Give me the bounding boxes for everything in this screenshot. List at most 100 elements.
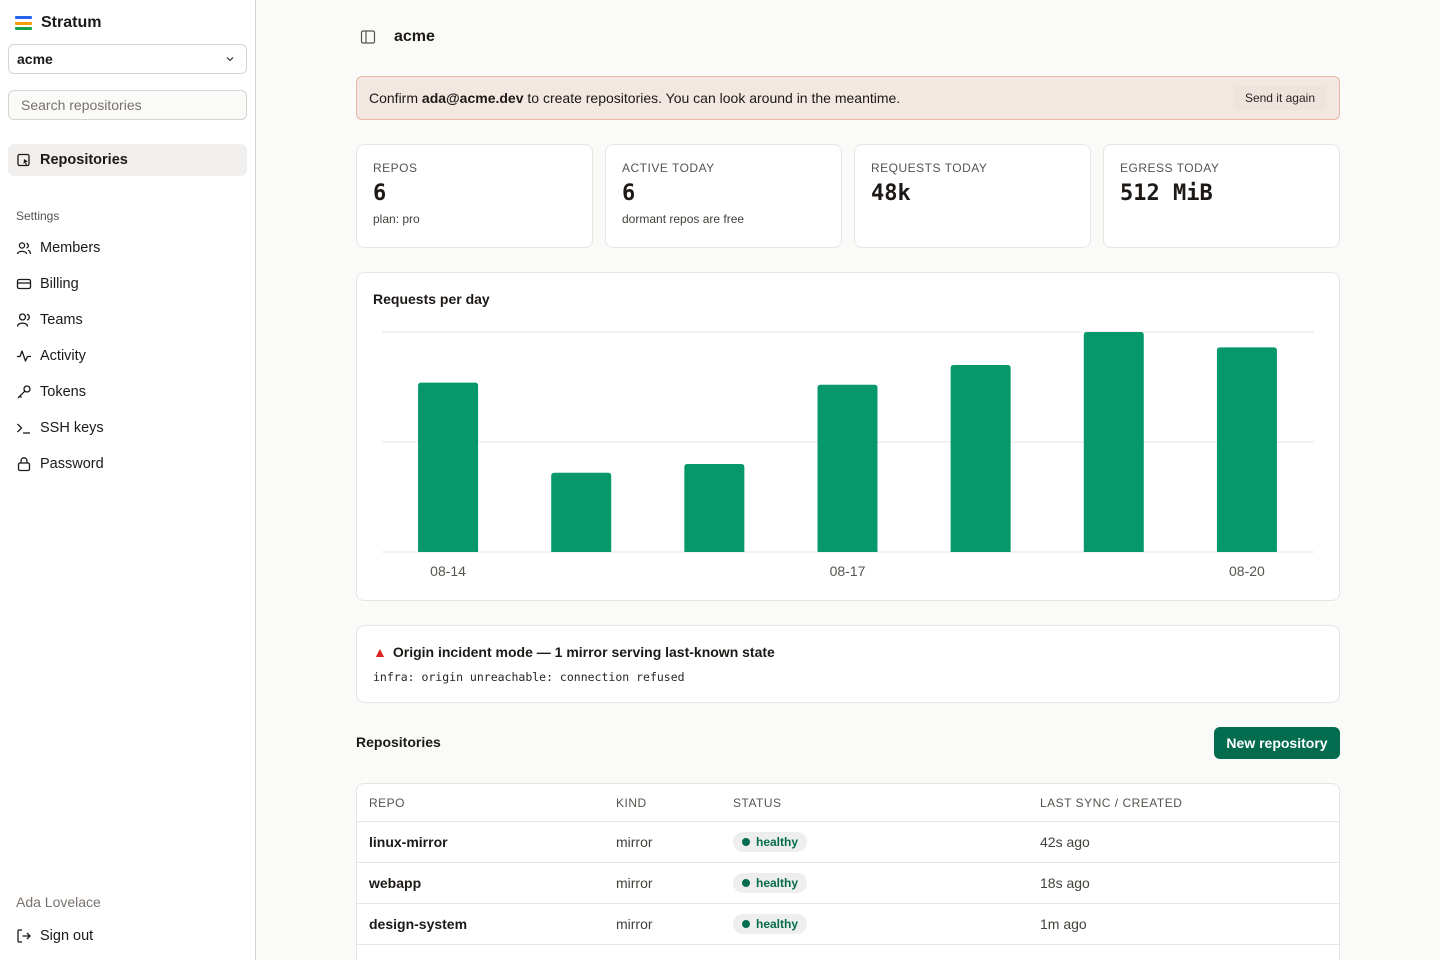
sign-out-button[interactable]: Sign out (8, 920, 247, 952)
topbar: acme (360, 28, 435, 46)
sign-out-icon (17, 929, 31, 943)
main-content: acme Confirm ada@acme.dev to create repo… (256, 0, 1440, 960)
chart-x-tick-label: 08-14 (430, 563, 466, 579)
status-text: healthy (756, 917, 799, 931)
stat-label: Active today (622, 161, 715, 175)
status-text: healthy (756, 835, 799, 849)
table-row[interactable]: linux-mirror mirror healthy 42s ago (357, 822, 1339, 863)
chart-bar[interactable] (950, 365, 1011, 552)
column-header-repo[interactable]: Repo (369, 795, 406, 810)
status-text: healthy (756, 876, 799, 890)
repo-name-link[interactable]: design-system (369, 916, 468, 932)
status-badge: healthy (733, 914, 808, 934)
chart-bar[interactable] (1083, 332, 1144, 552)
stat-card-requests-today: Requests today 48k (854, 144, 1091, 248)
sidebar-item-label: Tokens (40, 384, 86, 400)
status-dot-icon (742, 920, 750, 928)
stratum-logo-icon (15, 16, 32, 30)
sidebar-item-label: Repositories (40, 152, 128, 168)
stat-value: 6 (373, 181, 387, 206)
stat-card-repos: Repos 6 plan: pro (356, 144, 593, 248)
status-dot-icon (742, 838, 750, 846)
stat-value: 6 (622, 181, 636, 206)
sidebar-item-label: Activity (40, 348, 86, 364)
new-repository-button[interactable]: New repository (1214, 727, 1340, 759)
last-sync: 1m ago (1040, 916, 1087, 932)
brand[interactable]: Stratum (15, 14, 101, 32)
table-row[interactable]: design-system mirror healthy 1m ago (357, 904, 1339, 945)
email-confirm-banner: Confirm ada@acme.dev to create repositor… (356, 76, 1340, 120)
stat-sub: dormant repos are free (622, 212, 745, 226)
banner-email: ada@acme.dev (421, 90, 524, 106)
repo-name-link[interactable]: linux-mirror (369, 834, 448, 850)
stat-label: Requests today (871, 161, 988, 175)
stat-card-active-today: Active today 6 dormant repos are free (605, 144, 842, 248)
banner-text-suffix: to create repositories. You can look aro… (523, 90, 901, 106)
current-user-name: Ada Lovelace (16, 894, 101, 910)
status-badge: healthy (733, 873, 808, 893)
incident-title: Origin incident mode — 1 mirror serving … (392, 644, 775, 660)
table-header: Repo Kind Status Last sync / created (357, 784, 1339, 822)
table-row[interactable]: webapp mirror healthy 18s ago (357, 863, 1339, 904)
sidebar-item-billing[interactable]: Billing (8, 268, 247, 300)
chart-x-tick-label: 08-17 (830, 563, 866, 579)
sidebar-item-label: Password (40, 456, 104, 472)
last-sync: 18s ago (1040, 875, 1090, 891)
terminal-icon (17, 423, 30, 434)
activity-icon (17, 350, 31, 362)
incident-card: ▲ Origin incident mode — 1 mirror servin… (356, 625, 1340, 703)
chart-bar[interactable] (684, 464, 745, 552)
column-header-status[interactable]: Status (733, 795, 782, 810)
stat-label: Repos (373, 161, 418, 175)
key-icon (17, 385, 31, 399)
sidebar-toggle-icon[interactable] (360, 29, 376, 45)
stat-sub: plan: pro (373, 212, 420, 226)
users-icon (16, 242, 32, 255)
column-header-kind[interactable]: Kind (616, 795, 647, 810)
chart-bar[interactable] (1216, 347, 1277, 552)
stat-label: Egress today (1120, 161, 1220, 175)
chart-bar[interactable] (817, 384, 878, 552)
repositories-heading: Repositories (356, 734, 441, 750)
settings-section-label: Settings (16, 209, 60, 223)
stat-card-egress-today: Egress today 512 MiB (1103, 144, 1340, 248)
sidebar-item-tokens[interactable]: Tokens (8, 376, 247, 408)
status-dot-icon (742, 879, 750, 887)
sidebar: Stratum acme Repositories Settings Membe… (0, 0, 256, 960)
banner-text-prefix: Confirm (369, 90, 422, 106)
sidebar-item-members[interactable]: Members (8, 232, 247, 264)
requests-bar-chart: 08-14 08-17 08-20 (382, 331, 1314, 579)
repo-name-link[interactable]: webapp (369, 875, 422, 891)
credit-card-icon (16, 278, 32, 290)
org-switcher[interactable]: acme (8, 44, 247, 74)
sign-out-label: Sign out (40, 928, 94, 944)
send-again-button[interactable]: Send it again (1232, 86, 1327, 110)
repo-kind: mirror (616, 916, 653, 932)
warning-icon: ▲ (373, 644, 387, 660)
last-sync: 42s ago (1040, 834, 1090, 850)
sidebar-item-label: Members (40, 240, 101, 256)
column-header-last-sync[interactable]: Last sync / created (1040, 795, 1183, 810)
sidebar-item-activity[interactable]: Activity (8, 340, 247, 372)
sidebar-item-label: Teams (40, 312, 83, 328)
chart-bar[interactable] (418, 382, 479, 552)
team-icon (16, 313, 30, 327)
chevron-down-icon (226, 57, 234, 62)
sidebar-item-password[interactable]: Password (8, 448, 247, 480)
repo-kind: mirror (616, 834, 653, 850)
org-name: acme (17, 51, 53, 67)
page-title: acme (394, 28, 435, 45)
sidebar-item-repositories[interactable]: Repositories (8, 144, 247, 176)
requests-chart-card: Requests per day 08-14 08-17 08-20 (356, 272, 1340, 601)
sidebar-item-teams[interactable]: Teams (8, 304, 247, 336)
chart-x-tick-label: 08-20 (1229, 563, 1265, 579)
repo-kind: mirror (616, 875, 653, 891)
incident-detail: infra: origin unreachable: connection re… (373, 670, 685, 684)
sidebar-item-ssh-keys[interactable]: SSH keys (8, 412, 247, 444)
banner-message: Confirm ada@acme.dev to create repositor… (369, 90, 900, 106)
repositories-table: Repo Kind Status Last sync / created lin… (356, 783, 1340, 960)
search-input[interactable] (8, 90, 247, 120)
repo-icon (17, 153, 30, 167)
chart-bar[interactable] (551, 472, 612, 552)
lock-icon (17, 457, 31, 472)
